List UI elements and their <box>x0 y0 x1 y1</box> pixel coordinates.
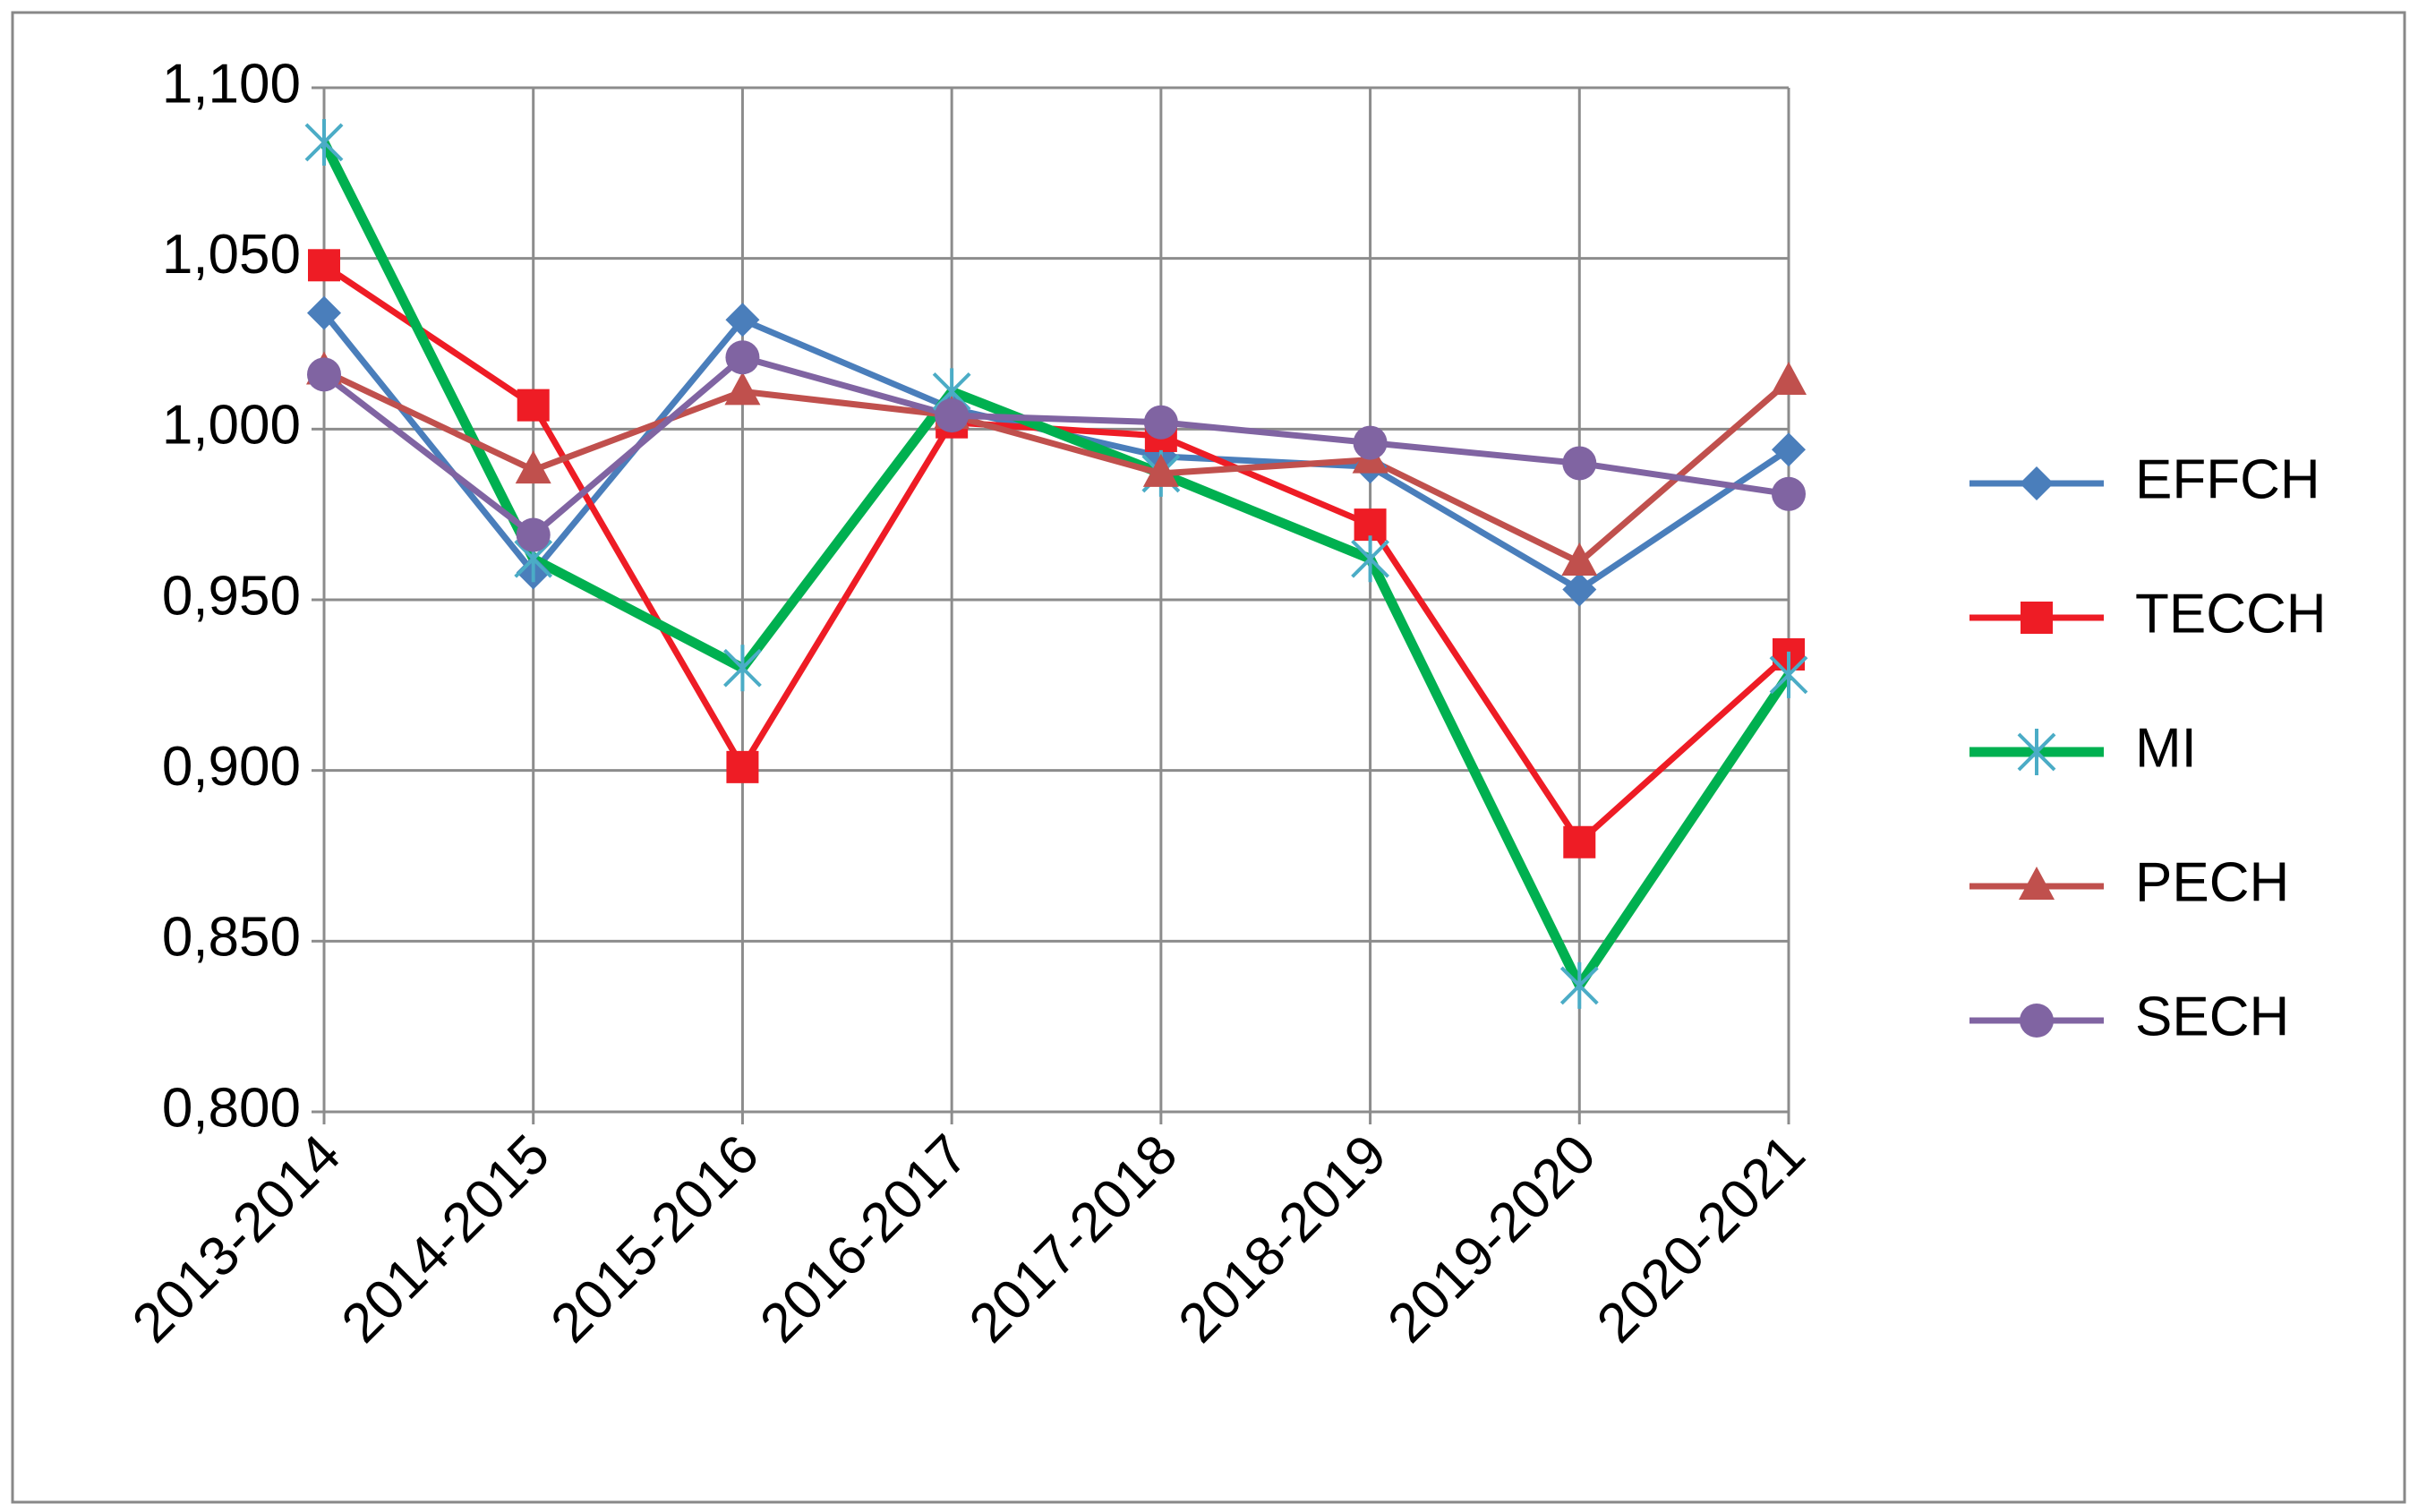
y-tick-label: 1,050 <box>162 224 301 286</box>
legend-marker <box>2021 602 2053 634</box>
legend-marker <box>2020 466 2054 500</box>
legend-marker <box>2017 729 2056 775</box>
data-point <box>515 450 551 484</box>
data-point <box>726 750 759 783</box>
data-point <box>1353 425 1388 460</box>
data-point <box>1769 651 1808 698</box>
data-point <box>1771 361 1807 395</box>
legend-label: EFFCH <box>2135 448 2320 510</box>
data-point <box>1561 542 1598 577</box>
data-point <box>307 295 341 330</box>
data-point <box>1562 572 1597 607</box>
data-point <box>935 398 970 433</box>
data-point <box>725 303 760 337</box>
data-point <box>517 389 550 422</box>
data-point <box>304 119 344 167</box>
data-point <box>1772 432 1806 467</box>
data-point <box>724 372 761 406</box>
legend-label: MI <box>2135 717 2197 779</box>
data-point <box>1559 961 1599 1009</box>
legend-label: SECH <box>2135 986 2289 1047</box>
y-tick-label: 0,950 <box>162 565 301 627</box>
legend-marker <box>2019 867 2055 900</box>
legend-label: TECCH <box>2135 583 2327 645</box>
data-point <box>1772 476 1806 511</box>
data-point <box>1351 535 1389 583</box>
legend-marker <box>2020 1004 2054 1038</box>
data-point <box>1563 825 1596 859</box>
y-tick-label: 1,000 <box>162 395 301 457</box>
data-point <box>1143 405 1178 440</box>
data-point <box>723 645 762 692</box>
chart-border <box>11 11 2406 1504</box>
data-point <box>308 249 340 282</box>
data-point <box>1142 453 1179 487</box>
series-line <box>321 354 1790 539</box>
legend-label: PECH <box>2135 851 2289 913</box>
y-tick-label: 0,800 <box>162 1077 301 1139</box>
data-point <box>1354 508 1387 542</box>
y-tick-label: 0,900 <box>162 736 301 798</box>
data-point <box>1562 446 1597 481</box>
y-tick-label: 1,100 <box>162 53 301 115</box>
series-line <box>322 368 1791 566</box>
data-point <box>516 517 551 552</box>
y-tick-label: 0,850 <box>162 907 301 969</box>
data-point <box>307 357 341 392</box>
data-point <box>725 340 760 375</box>
series-line <box>320 140 1793 991</box>
